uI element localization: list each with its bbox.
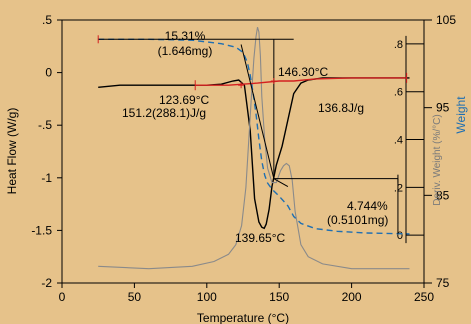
x-tick-label: 200 [342, 290, 362, 304]
annotation-weight-loss-1-pct: 15.31% [165, 29, 206, 43]
series-line-weight [98, 38, 410, 235]
annotation-weight-loss-2-mg: (0.5101mg) [327, 213, 388, 227]
x-axis-label: Temperature (°C) [197, 311, 289, 324]
x-tick-label: 250 [414, 290, 434, 304]
annotation-weight-loss-2-pct: 4.744% [347, 199, 388, 213]
y2-tick-label: .8 [394, 39, 403, 51]
x-tick-label: 100 [197, 290, 217, 304]
y2-axis-label: Deriv. Weight (%/°C) [432, 114, 443, 205]
y2-tick-label: .4 [394, 135, 403, 147]
y-tick-label: .5 [42, 13, 52, 27]
construction-lines [97, 35, 408, 234]
x-tick-label: 0 [59, 290, 66, 304]
annotation-weight-loss-1-mg: (1.646mg) [158, 44, 213, 58]
y3-tick-label: 105 [436, 13, 456, 27]
y2-tick-label: 0 [397, 230, 403, 242]
y-axis-label: Heat Flow (W/g) [5, 108, 19, 195]
series-line-deriv [98, 27, 410, 270]
annotation-peak-onset: 146.30°C [278, 65, 329, 79]
y-tick-label: -1.5 [31, 223, 52, 237]
y3-tick-label: 85 [436, 188, 450, 202]
x-tick-label: 150 [269, 290, 289, 304]
y-tick-label: -.5 [38, 118, 52, 132]
y3-axis-label: Weight [454, 96, 468, 134]
y-tick-label: 0 [45, 66, 52, 80]
annotation-enthalpy-right: 136.8J/g [318, 101, 364, 115]
y3-tick-label: 95 [436, 101, 450, 115]
y2-tick-label: .6 [394, 87, 403, 99]
x-tick-label: 50 [128, 290, 142, 304]
tangent-line-1 [240, 44, 275, 179]
annotation-enthalpy-value: 151.2(288.1)J/g [122, 106, 206, 120]
y-tick-label: -2 [41, 276, 52, 290]
annotation-enthalpy-onset: 123.69°C [159, 93, 210, 107]
data-series [98, 27, 410, 270]
annotation-peak-temp: 139.65°C [235, 231, 286, 245]
y3-tick-label: 75 [436, 276, 450, 290]
tangent-line-2 [273, 178, 289, 188]
series-line-heatflow [195, 77, 407, 86]
plot-frame [61, 19, 425, 284]
y-tick-label: -1 [41, 171, 52, 185]
